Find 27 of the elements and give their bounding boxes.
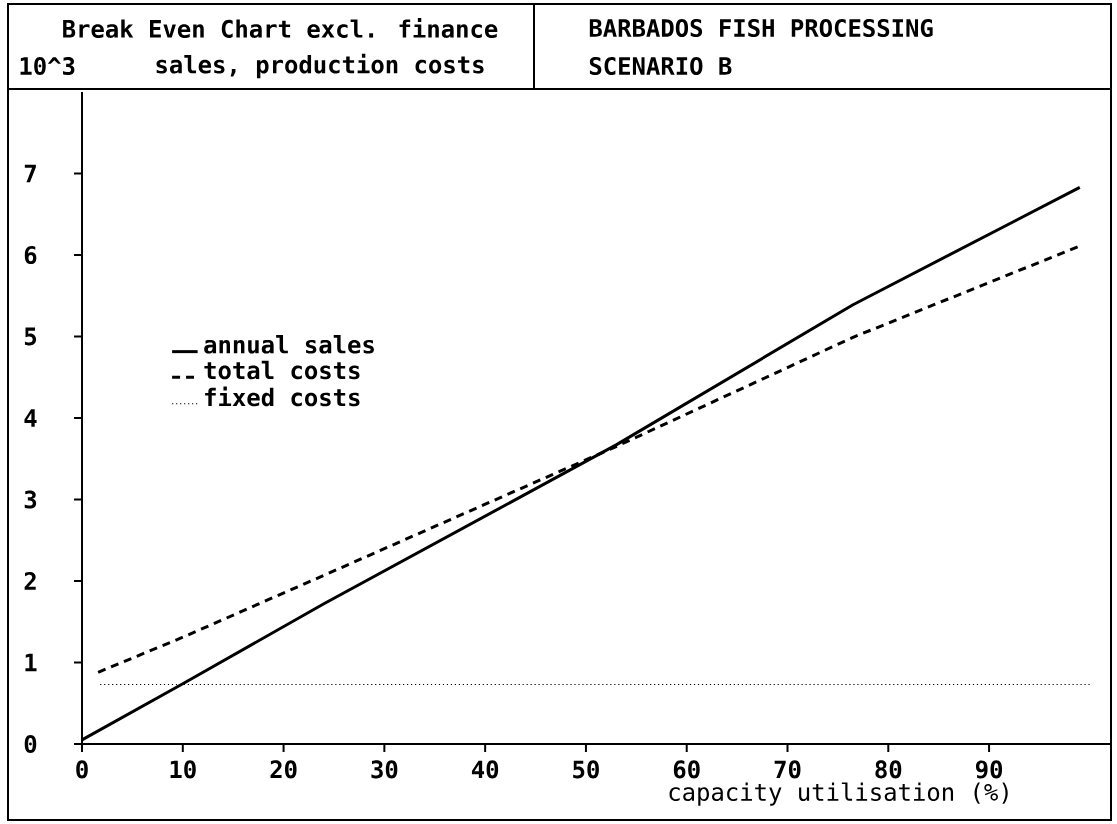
text: SCENARIO B	[589, 56, 732, 76]
y-axis-title: sales, production costs	[156, 53, 484, 79]
x-tick-label: 50	[573, 760, 599, 779]
y-tick-label: 0	[24, 734, 37, 754]
x-tick-label: 20	[270, 760, 297, 779]
x-tick-label: 40	[471, 760, 499, 779]
y-tick-label: 6	[24, 245, 37, 265]
y-tick-label: 4	[24, 409, 37, 427]
legend-label: total costs	[204, 360, 360, 380]
x-tick-label: 80	[875, 760, 902, 779]
text: 10^3	[20, 56, 75, 76]
y-tick-label: 1	[25, 653, 37, 672]
y-tick-label: 7	[24, 164, 36, 183]
y-tick-label: 5	[24, 327, 37, 346]
x-tick-label: 90	[975, 760, 1003, 779]
x-tick-label: 60	[673, 760, 700, 779]
x-axis-title: capacity utilisation (%)	[669, 782, 1008, 806]
x-tick-label: 10	[170, 760, 196, 779]
x-tick-label: 30	[371, 760, 398, 779]
x-tick-label: 70	[774, 760, 801, 779]
chart-title: Break Even Chart excl. finance	[63, 18, 498, 38]
legend-label: annual sales	[204, 335, 374, 354]
chart-subtitle: BARBADOS FISH PROCESSING	[589, 18, 933, 38]
y-tick-label: 2	[24, 572, 36, 590]
y-tick-label: 3	[24, 490, 37, 509]
legend-label: fixed costs	[205, 386, 360, 407]
x-tick-label: 0	[76, 760, 88, 779]
